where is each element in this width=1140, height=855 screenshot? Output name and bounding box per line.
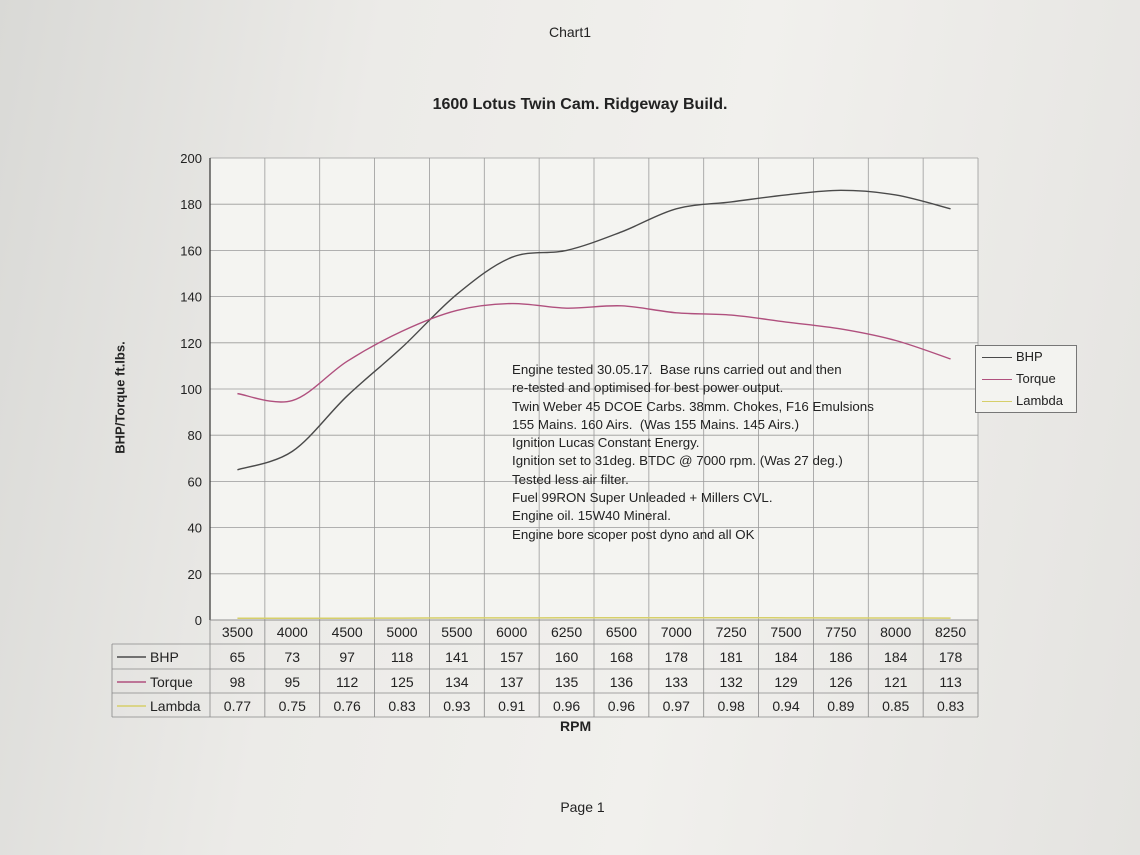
y-tick-label: 120	[180, 336, 202, 351]
y-tick-label: 60	[188, 474, 202, 489]
chart-title: 1600 Lotus Twin Cam. Ridgeway Build.	[432, 96, 728, 113]
y-tick-label: 180	[180, 197, 202, 212]
legend-swatch	[982, 357, 1012, 358]
x-tick-label: 6500	[606, 624, 637, 640]
table-cell: 168	[610, 649, 634, 665]
x-tick-label: 5500	[441, 624, 472, 640]
legend: BHP Torque Lambda	[975, 345, 1077, 413]
x-tick-label: 7500	[770, 624, 801, 640]
y-tick-label: 0	[195, 613, 202, 628]
y-tick-label: 80	[188, 428, 202, 443]
table-cell: 125	[390, 674, 414, 690]
page-footer: Page 1	[560, 799, 605, 815]
series-line-lambda	[237, 616, 951, 620]
legend-item: Torque	[976, 368, 1076, 390]
table-cell: 0.83	[388, 698, 415, 714]
x-tick-label: 6000	[496, 624, 527, 640]
series-line-torque	[237, 302, 951, 403]
table-cell: 0.76	[334, 698, 361, 714]
table-cell: 0.96	[608, 698, 635, 714]
series-line-bhp	[237, 189, 951, 471]
table-cell: 135	[555, 674, 579, 690]
table-cell: 0.98	[718, 698, 745, 714]
y-tick-label: 100	[180, 382, 202, 397]
table-cell: 178	[939, 649, 963, 665]
table-cell: 97	[339, 649, 355, 665]
x-tick-label: 7000	[661, 624, 692, 640]
page-header: Chart1	[548, 24, 592, 40]
table-cell: 95	[284, 674, 300, 690]
table-cell: 160	[555, 649, 579, 665]
legend-item: Lambda	[976, 390, 1076, 412]
table-cell: 121	[884, 674, 908, 690]
table-cell: 132	[719, 674, 743, 690]
table-cell: 141	[445, 649, 469, 665]
annotation-line: Ignition set to 31deg. BTDC @ 7000 rpm. …	[512, 453, 843, 469]
table-cell: 0.83	[937, 698, 964, 714]
table-cell: 137	[500, 674, 524, 690]
legend-label: Torque	[1016, 371, 1056, 386]
annotation-line: Engine bore scoper post dyno and all OK	[512, 526, 755, 542]
y-tick-label: 20	[188, 567, 202, 582]
x-tick-label: 6250	[551, 624, 582, 640]
table-cell: 0.97	[663, 698, 690, 714]
table-cell: 184	[884, 649, 908, 665]
table-cell: 186	[829, 649, 853, 665]
table-cell: 178	[665, 649, 689, 665]
table-cell: 0.89	[827, 698, 854, 714]
table-cell: 129	[774, 674, 798, 690]
legend-item: BHP	[976, 346, 1076, 368]
legend-label: BHP	[1016, 349, 1043, 364]
table-cell: 181	[719, 649, 743, 665]
table-cell: 134	[445, 674, 469, 690]
table-cell: 0.93	[443, 698, 470, 714]
legend-swatch	[982, 401, 1012, 402]
annotation-line: Tested less air filter.	[512, 471, 629, 487]
annotation-line: Engine tested 30.05.17. Base runs carrie…	[512, 362, 842, 377]
table-cell: 0.91	[498, 698, 525, 714]
annotation-line: re-tested and optimised for best power o…	[512, 380, 784, 396]
table-cell: 126	[829, 674, 853, 690]
table-cell: 112	[336, 674, 359, 690]
annotation-line: Fuel 99RON Super Unleaded + Millers CVL.	[512, 490, 773, 506]
table-cell: 118	[391, 649, 414, 665]
annotation-line: Engine oil. 15W40 Mineral.	[512, 508, 671, 524]
table-series-name: Torque	[150, 674, 193, 690]
table-cell: 0.77	[224, 698, 251, 714]
x-tick-label: 4500	[332, 624, 363, 640]
legend-swatch	[982, 379, 1012, 380]
table-series-name: BHP	[150, 649, 179, 665]
y-tick-label: 140	[180, 290, 202, 305]
x-tick-label: 4000	[277, 624, 308, 640]
x-tick-label: 3500	[222, 624, 253, 640]
table-cell: 136	[610, 674, 634, 690]
table-cell: 65	[230, 649, 246, 665]
annotation-line: Ignition Lucas Constant Energy.	[512, 435, 700, 451]
x-axis-label: RPM	[560, 718, 592, 734]
y-tick-label: 200	[180, 151, 202, 166]
x-tick-label: 7250	[716, 624, 747, 640]
table-cell: 157	[500, 649, 524, 665]
annotation-line: 155 Mains. 160 Airs. (Was 155 Mains. 145…	[512, 416, 799, 432]
x-tick-label: 8250	[935, 624, 966, 640]
table-cell: 0.75	[279, 698, 306, 714]
annotation-line: Twin Weber 45 DCOE Carbs. 38mm. Chokes, …	[512, 398, 874, 414]
x-tick-label: 8000	[880, 624, 911, 640]
table-cell: 184	[774, 649, 798, 665]
legend-label: Lambda	[1016, 393, 1063, 408]
y-tick-label: 160	[180, 243, 202, 258]
table-cell: 73	[284, 649, 300, 665]
table-cell: 0.94	[772, 698, 799, 714]
table-cell: 113	[939, 674, 962, 690]
x-tick-label: 7750	[825, 624, 856, 640]
table-cell: 0.85	[882, 698, 909, 714]
table-cell: 133	[665, 674, 689, 690]
table-series-name: Lambda	[150, 698, 201, 714]
y-tick-label: 40	[188, 521, 202, 536]
table-cell: 98	[230, 674, 246, 690]
x-tick-label: 5000	[386, 624, 417, 640]
annotation-text: Engine tested 30.05.17. Base runs carrie…	[512, 361, 874, 544]
table-cell: 0.96	[553, 698, 580, 714]
